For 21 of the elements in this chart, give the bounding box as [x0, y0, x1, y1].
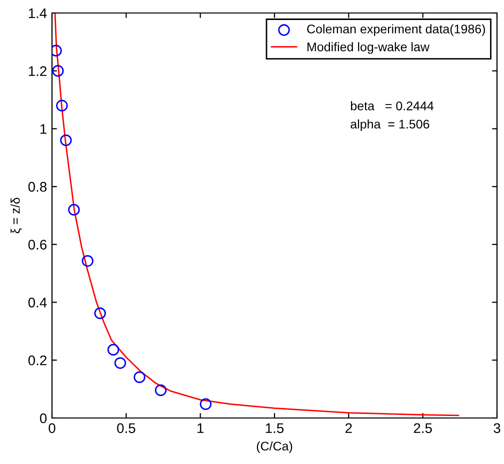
- x-tick-label: 0.5: [117, 423, 136, 434]
- y-tick-label: 0.2: [28, 355, 46, 366]
- x-tick-label: 2.5: [414, 423, 432, 434]
- y-axis-title: ξ = z/δ: [10, 198, 22, 234]
- y-tick-label: 0.4: [28, 298, 47, 308]
- x-tick-label: 2: [346, 423, 352, 433]
- x-tick-label: 0: [48, 423, 56, 434]
- y-tick-label: 0.8: [28, 182, 47, 192]
- legend-label: Modified log-wake law: [308, 42, 430, 54]
- y-tick-label: 1: [40, 124, 46, 134]
- legend-label: Coleman experiment data(1986): [307, 24, 485, 36]
- x-tick-label: 1.5: [266, 423, 284, 434]
- annotation: beta = 0.2444: [350, 101, 434, 110]
- x-axis-title: (C/Ca): [256, 441, 292, 454]
- y-tick-label: 1.4: [28, 8, 47, 18]
- annotation: alpha = 1.506: [350, 119, 430, 132]
- x-tick-label: 3: [494, 423, 500, 434]
- y-tick-label: 0.6: [28, 240, 47, 250]
- x-tick-label: 1: [198, 423, 204, 433]
- y-tick-label: 0: [40, 413, 47, 424]
- y-tick-label: 1.2: [28, 66, 46, 76]
